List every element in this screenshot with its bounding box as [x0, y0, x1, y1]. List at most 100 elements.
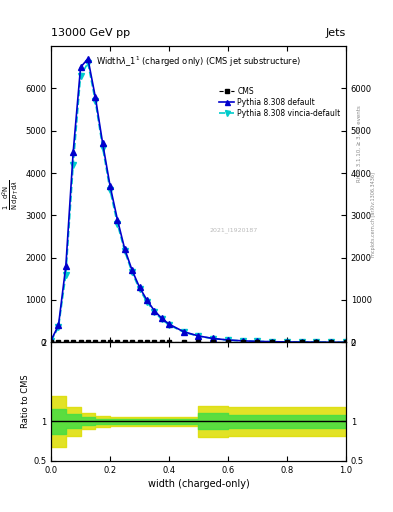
Pythia 8.308 vincia-default: [314, 339, 319, 345]
Pythia 8.308 vincia-default: [49, 337, 53, 344]
Pythia 8.308 vincia-default: [241, 338, 245, 344]
Text: mcplots.cern.ch [arXiv:1306.3436]: mcplots.cern.ch [arXiv:1306.3436]: [371, 173, 376, 258]
CMS: [196, 339, 201, 346]
Pythia 8.308 vincia-default: [137, 286, 142, 292]
Pythia 8.308 vincia-default: [182, 329, 186, 335]
Pythia 8.308 default: [78, 64, 83, 70]
CMS: [241, 339, 245, 346]
Pythia 8.308 default: [115, 217, 120, 223]
Text: Jets: Jets: [325, 28, 346, 38]
Pythia 8.308 default: [152, 308, 156, 314]
Text: 2021_I1920187: 2021_I1920187: [210, 227, 258, 232]
Text: 13000 GeV pp: 13000 GeV pp: [51, 28, 130, 38]
CMS: [167, 339, 171, 346]
CMS: [343, 339, 348, 346]
Pythia 8.308 default: [93, 94, 98, 100]
Pythia 8.308 default: [196, 333, 201, 339]
CMS: [108, 339, 112, 346]
Pythia 8.308 default: [56, 323, 61, 329]
Pythia 8.308 default: [211, 335, 216, 342]
Pythia 8.308 vincia-default: [64, 271, 68, 278]
Pythia 8.308 vincia-default: [285, 339, 289, 345]
CMS: [314, 339, 319, 346]
Pythia 8.308 default: [159, 315, 164, 321]
Pythia 8.308 default: [241, 338, 245, 344]
Pythia 8.308 vincia-default: [123, 248, 127, 254]
Y-axis label: $\frac{1}{\mathrm{N}}\frac{\mathrm{d}^2\mathrm{N}}{\mathrm{d}\,p_T\,\mathrm{d}\l: $\frac{1}{\mathrm{N}}\frac{\mathrm{d}^2\…: [0, 179, 21, 209]
Text: Rivet 3.1.10, ≥ 3.4M events: Rivet 3.1.10, ≥ 3.4M events: [357, 105, 362, 182]
Pythia 8.308 default: [226, 337, 230, 343]
CMS: [182, 339, 186, 346]
CMS: [56, 339, 61, 346]
CMS: [226, 339, 230, 346]
CMS: [159, 339, 164, 346]
Pythia 8.308 vincia-default: [100, 144, 105, 151]
CMS: [123, 339, 127, 346]
CMS: [270, 339, 275, 346]
X-axis label: width (charged-only): width (charged-only): [148, 479, 249, 489]
Line: CMS: CMS: [49, 340, 348, 345]
Pythia 8.308 vincia-default: [78, 73, 83, 79]
Pythia 8.308 default: [108, 183, 112, 189]
Text: Width$\lambda\_1^1$ (charged only) (CMS jet substructure): Width$\lambda\_1^1$ (charged only) (CMS …: [96, 55, 301, 69]
Pythia 8.308 vincia-default: [152, 309, 156, 315]
CMS: [137, 339, 142, 346]
Pythia 8.308 default: [71, 149, 75, 155]
Pythia 8.308 default: [64, 263, 68, 269]
CMS: [78, 339, 83, 346]
Pythia 8.308 vincia-default: [86, 60, 90, 66]
CMS: [211, 339, 216, 346]
Pythia 8.308 default: [182, 329, 186, 335]
Pythia 8.308 default: [343, 339, 348, 346]
Line: Pythia 8.308 default: Pythia 8.308 default: [48, 56, 349, 345]
Pythia 8.308 default: [100, 140, 105, 146]
CMS: [299, 339, 304, 346]
Pythia 8.308 default: [314, 339, 319, 345]
Pythia 8.308 vincia-default: [343, 339, 348, 346]
Y-axis label: Ratio to CMS: Ratio to CMS: [21, 375, 30, 429]
CMS: [115, 339, 120, 346]
Pythia 8.308 vincia-default: [226, 337, 230, 343]
Pythia 8.308 vincia-default: [167, 322, 171, 328]
CMS: [152, 339, 156, 346]
Pythia 8.308 vincia-default: [115, 221, 120, 227]
Pythia 8.308 vincia-default: [255, 338, 260, 345]
Pythia 8.308 default: [299, 339, 304, 345]
Pythia 8.308 vincia-default: [159, 316, 164, 323]
Pythia 8.308 vincia-default: [211, 335, 216, 342]
CMS: [86, 339, 90, 346]
CMS: [285, 339, 289, 346]
CMS: [255, 339, 260, 346]
CMS: [329, 339, 333, 346]
Pythia 8.308 default: [137, 284, 142, 290]
Pythia 8.308 default: [86, 56, 90, 62]
Pythia 8.308 vincia-default: [270, 338, 275, 345]
CMS: [93, 339, 98, 346]
Pythia 8.308 vincia-default: [56, 325, 61, 331]
Pythia 8.308 default: [130, 267, 134, 273]
Pythia 8.308 vincia-default: [196, 333, 201, 339]
CMS: [71, 339, 75, 346]
Pythia 8.308 default: [285, 339, 289, 345]
Pythia 8.308 vincia-default: [71, 161, 75, 167]
Pythia 8.308 default: [49, 337, 53, 343]
CMS: [100, 339, 105, 346]
Legend: CMS, Pythia 8.308 default, Pythia 8.308 vincia-default: CMS, Pythia 8.308 default, Pythia 8.308 …: [217, 86, 342, 119]
Pythia 8.308 default: [255, 338, 260, 345]
Pythia 8.308 default: [329, 339, 333, 345]
Pythia 8.308 default: [145, 297, 149, 303]
CMS: [49, 339, 53, 346]
Pythia 8.308 vincia-default: [145, 298, 149, 305]
Pythia 8.308 default: [123, 246, 127, 252]
Pythia 8.308 vincia-default: [299, 339, 304, 345]
Pythia 8.308 vincia-default: [130, 269, 134, 275]
CMS: [145, 339, 149, 346]
CMS: [130, 339, 134, 346]
Pythia 8.308 vincia-default: [329, 339, 333, 345]
CMS: [64, 339, 68, 346]
Pythia 8.308 vincia-default: [108, 187, 112, 193]
Pythia 8.308 default: [167, 321, 171, 327]
Pythia 8.308 default: [270, 338, 275, 345]
Line: Pythia 8.308 vincia-default: Pythia 8.308 vincia-default: [48, 60, 349, 345]
Pythia 8.308 vincia-default: [93, 98, 98, 104]
